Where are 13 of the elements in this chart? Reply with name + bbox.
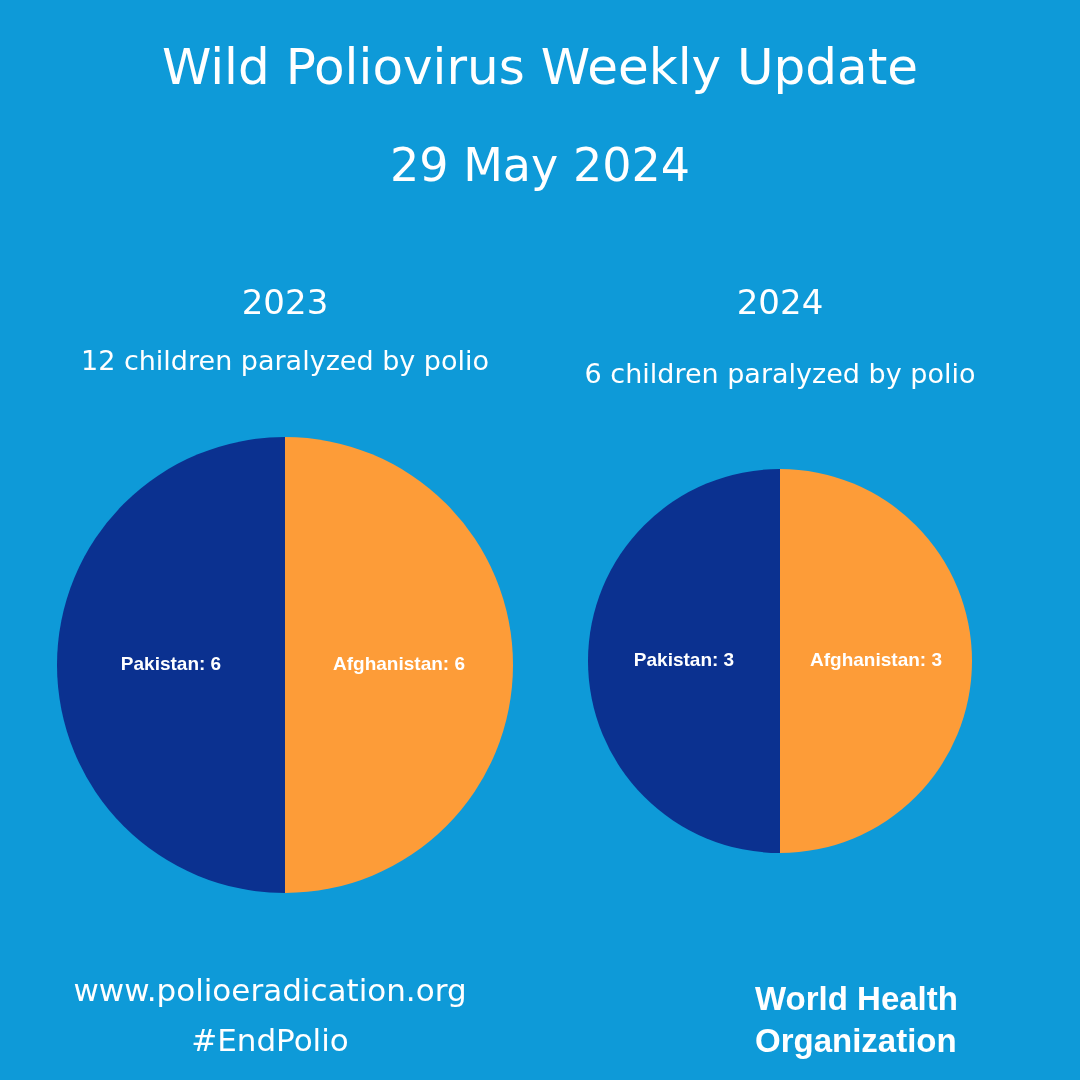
text: www.polioeradication.org: [72, 972, 468, 1008]
slice-label: Afghanistan: 6: [333, 653, 465, 675]
chart-title: 2024: [735, 282, 825, 322]
text: World Health Organization: [755, 979, 959, 1061]
chart-subtitle: 12 children paralyzed by polio: [79, 345, 490, 376]
text: Wild Poliovirus Weekly Update: [160, 38, 920, 96]
slice-label: Pakistan: 3: [633, 649, 735, 671]
slice-label: Afghanistan: 3: [810, 649, 942, 671]
chart-subtitle: 6 children paralyzed by polio: [583, 358, 977, 389]
slice-label: Pakistan: 6: [120, 653, 222, 675]
text: 29 May 2024: [389, 138, 691, 192]
text: #EndPolio: [190, 1022, 350, 1058]
chart-title: 2023: [240, 282, 330, 322]
